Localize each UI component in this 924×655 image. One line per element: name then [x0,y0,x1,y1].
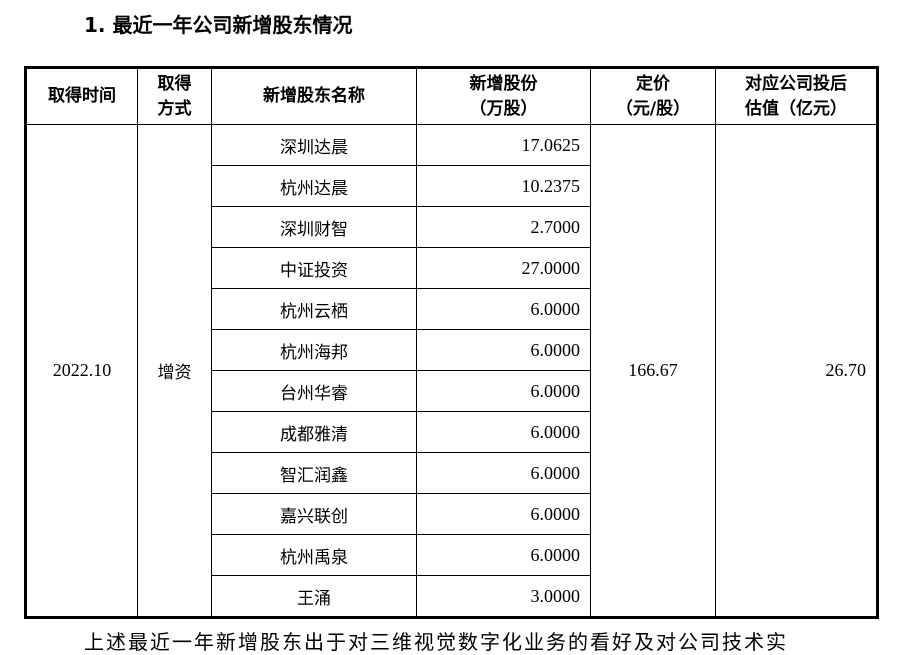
table-row: 杭州海邦 6.0000 [26,329,878,371]
shares-cell: 27.0000 [416,247,591,289]
shares-cell: 3.0000 [416,575,591,618]
shareholder-name-cell: 杭州达晨 [211,165,417,207]
new-shareholders-table: 取得时间 取得 方式 新增股东名称 新增股份 （万股） 定价 （元/股） 对应公司投后… [24,66,879,619]
table-header-row: 取得时间 取得 方式 新增股东名称 新增股份 （万股） 定价 （元/股） 对应公司投后… [25,67,878,125]
acquisition-date-cell: 2022.10 [25,124,138,618]
shares-cell: 2.7000 [416,206,591,248]
shares-cell: 17.0625 [416,124,591,166]
table-row: 2022.10 增资 深圳达晨 17.0625 166.67 26.70 [25,124,878,618]
table-row: 深圳财智 2.7000 [26,206,878,248]
table-row: 杭州云栖 6.0000 [26,288,878,330]
acquisition-method-cell: 增资 [137,124,212,618]
shareholder-name-cell: 嘉兴联创 [211,493,417,535]
shares-cell: 6.0000 [416,452,591,494]
table-row: 王涌 3.0000 [26,575,878,618]
header-cell: 取得时间 [25,67,138,125]
shares-cell: 6.0000 [416,411,591,453]
table-row: 嘉兴联创 6.0000 [26,493,878,535]
table-row: 智汇润鑫 6.0000 [26,452,878,494]
shareholder-name-cell: 成都雅清 [211,411,417,453]
header-cell: 定价 （元/股） [590,67,716,125]
shares-cell: 6.0000 [416,329,591,371]
shareholder-name-cell: 杭州海邦 [211,329,417,371]
shares-cell: 6.0000 [416,288,591,330]
table-row: 杭州达晨 10.2375 [26,165,878,207]
valuation-cell: 26.70 [715,124,878,618]
shares-cell: 10.2375 [416,165,591,207]
shareholder-name-cell: 深圳财智 [211,206,417,248]
shareholder-name-cell: 智汇润鑫 [211,452,417,494]
shares-cell: 6.0000 [416,370,591,412]
section-title: 1. 最近一年公司新增股东情况 [84,13,353,37]
shares-cell: 6.0000 [416,493,591,535]
header-cell: 取得 方式 [137,67,212,125]
table-row: 中证投资 27.0000 [26,247,878,289]
table-row: 杭州禹泉 6.0000 [26,534,878,576]
shareholder-name-cell: 杭州云栖 [211,288,417,330]
header-cell: 对应公司投后 估值（亿元） [715,67,878,125]
shareholder-name-cell: 深圳达晨 [211,124,417,166]
body-paragraph: 上述最近一年新增股东出于对三维视觉数字化业务的看好及对公司技术实 [84,630,788,654]
table-row: 成都雅清 6.0000 [26,411,878,453]
header-cell: 新增股份 （万股） [416,67,591,125]
price-cell: 166.67 [590,124,716,618]
shareholder-name-cell: 杭州禹泉 [211,534,417,576]
shareholder-name-cell: 王涌 [211,575,417,618]
header-cell: 新增股东名称 [211,67,417,125]
table-row: 台州华睿 6.0000 [26,370,878,412]
shares-cell: 6.0000 [416,534,591,576]
shareholder-name-cell: 台州华睿 [211,370,417,412]
shareholder-name-cell: 中证投资 [211,247,417,289]
